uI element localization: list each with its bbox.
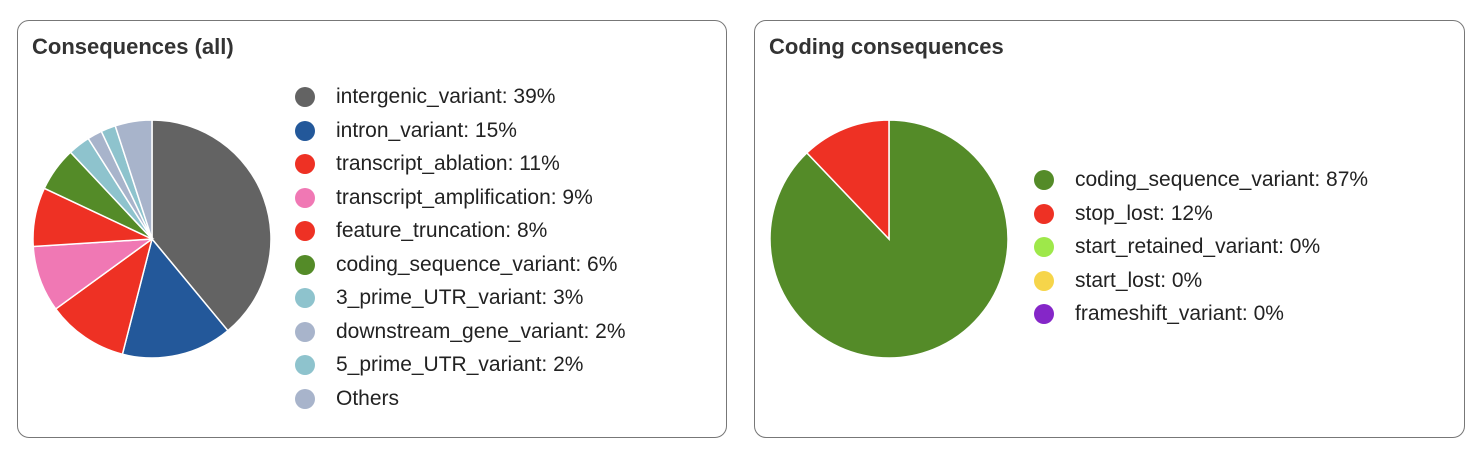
pie-slice [121, 237, 229, 359]
legend-item: stop_lost: 12% [1032, 197, 1368, 231]
legend-swatch [1034, 237, 1054, 257]
legend-swatch [295, 321, 315, 342]
legend-item: intron_variant: 15% [293, 114, 626, 148]
pie-slice [54, 237, 154, 356]
legend-item: coding_sequence_variant: 87% [1032, 163, 1368, 197]
legend-item: transcript_amplification: 9% [293, 181, 626, 215]
legend-swatch [1034, 203, 1054, 224]
legend-item: Others [293, 382, 626, 416]
legend-label: coding_sequence_variant: 87% [1075, 168, 1369, 191]
legend-swatch [295, 288, 315, 308]
legend-item: feature_truncation: 8% [293, 214, 626, 248]
legend-swatch [1034, 170, 1054, 190]
legend-swatch [295, 187, 315, 208]
legend-label: start_lost: 0% [1075, 268, 1203, 292]
legend-label: intergenic_variant: 39% [336, 85, 556, 108]
legend-item: frameshift_variant: 0% [1032, 297, 1368, 331]
legend-item: downstream_gene_variant: 2% [293, 315, 626, 349]
legend-item: start_retained_variant: 0% [1032, 230, 1368, 264]
chart-title: Consequences (all) [32, 34, 234, 59]
legend-label: downstream_gene_variant: 2% [336, 319, 626, 343]
legend-item: 5_prime_UTR_variant: 2% [293, 348, 626, 382]
legend-label: coding_sequence_variant: 6% [336, 252, 618, 276]
consequences-all-panel: Consequences (all) intergenic_variant: 3… [17, 20, 727, 438]
legend-label: transcript_amplification: 9% [336, 185, 593, 209]
coding-consequences-pie [769, 119, 1009, 359]
legend-swatch [295, 120, 315, 141]
legend-label: stop_lost: 12% [1075, 201, 1213, 225]
legend-item: intergenic_variant: 39% [293, 80, 626, 114]
legend-swatch [295, 87, 315, 107]
legend-item: coding_sequence_variant: 6% [293, 248, 626, 282]
pie-slice [151, 119, 272, 332]
legend-swatch [295, 221, 315, 241]
legend-item: start_lost: 0% [1032, 264, 1368, 298]
legend-swatch [1034, 304, 1054, 324]
legend-swatch [295, 154, 315, 174]
legend-label: feature_truncation: 8% [336, 219, 548, 242]
coding-consequences-legend: coding_sequence_variant: 87% stop_lost: 1… [1032, 163, 1368, 331]
consequences-all-legend: intergenic_variant: 39% intron_variant: 1… [293, 80, 626, 415]
chart-title: Coding consequences [769, 34, 1004, 59]
legend-label: Others [336, 386, 400, 410]
legend-label: transcript_ablation: 11% [336, 152, 560, 175]
legend-swatch [295, 355, 315, 375]
legend-item: 3_prime_UTR_variant: 3% [293, 281, 626, 315]
legend-swatch [295, 254, 315, 275]
legend-item: transcript_ablation: 11% [293, 147, 626, 181]
legend-swatch [295, 388, 315, 409]
legend-label: 3_prime_UTR_variant: 3% [336, 286, 584, 309]
legend-label: intron_variant: 15% [336, 118, 517, 142]
coding-consequences-panel: Coding consequences coding_sequence_vari… [754, 20, 1465, 438]
legend-label: start_retained_variant: 0% [1075, 235, 1321, 258]
legend-label: 5_prime_UTR_variant: 2% [336, 353, 584, 376]
pie-slice [805, 119, 890, 241]
pie-slice [114, 119, 153, 240]
consequences-all-pie [32, 119, 272, 359]
legend-label: frameshift_variant: 0% [1075, 302, 1284, 325]
legend-swatch [1034, 270, 1054, 291]
